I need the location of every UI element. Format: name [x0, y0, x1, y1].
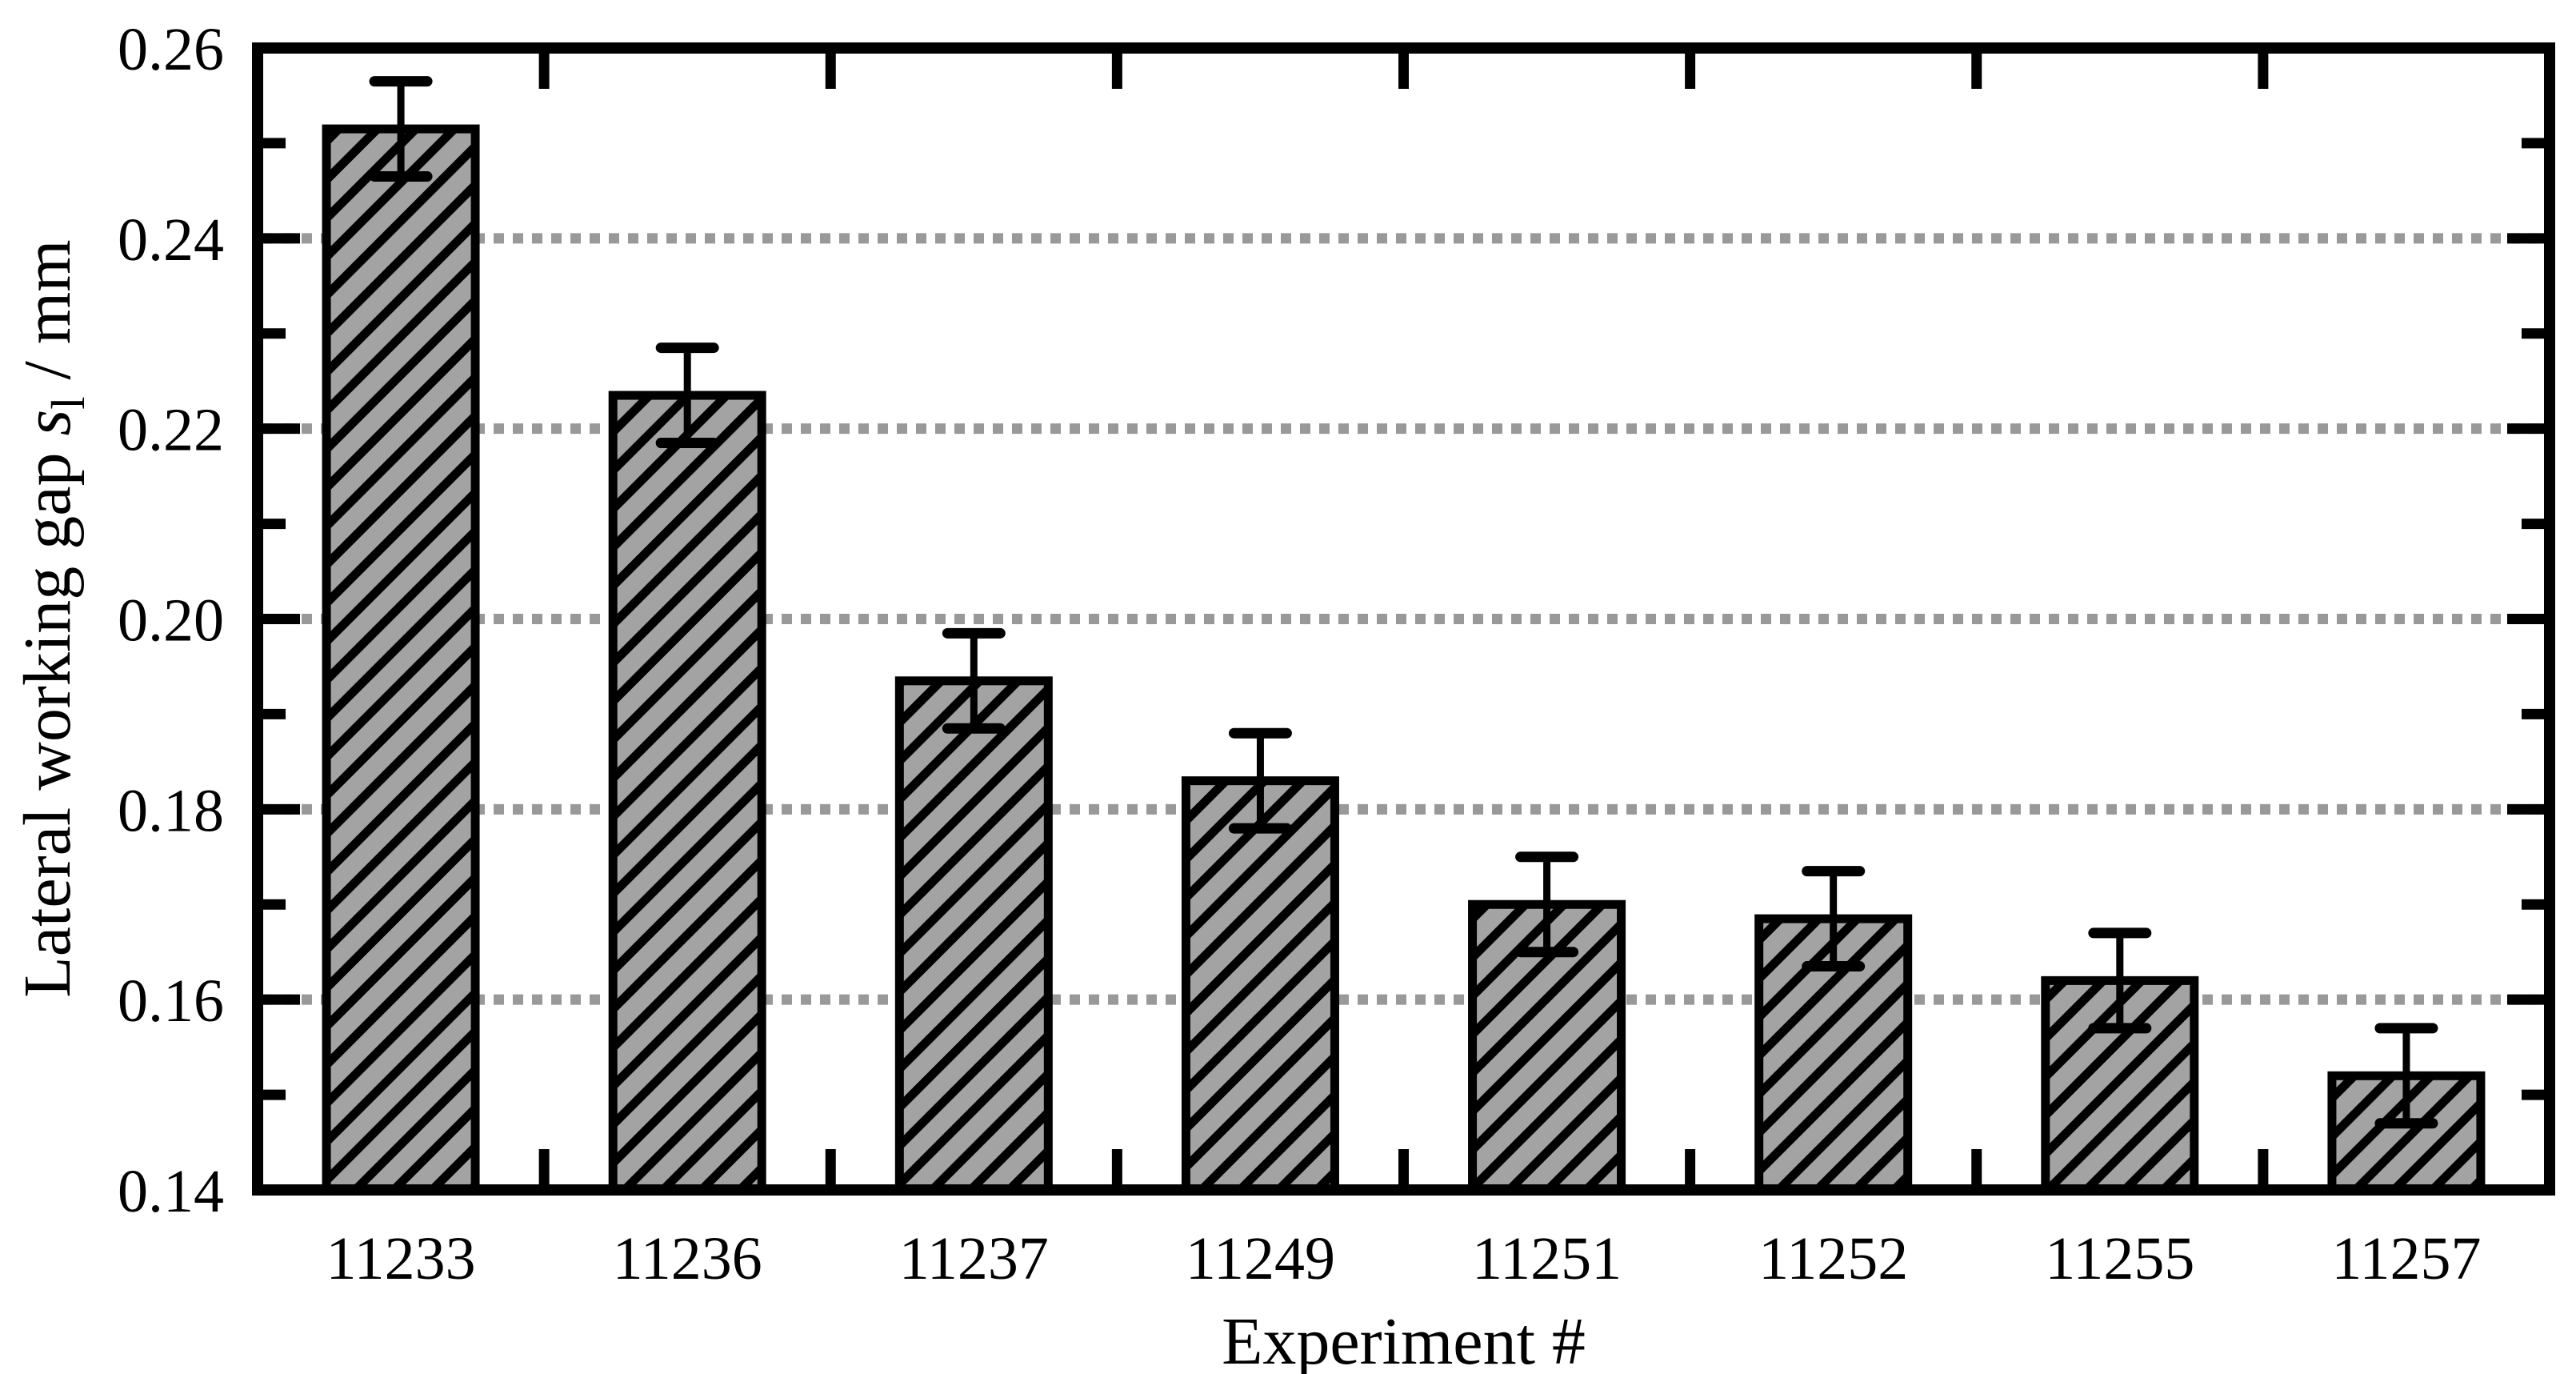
x-tick-label: 11233: [326, 1225, 475, 1292]
plot-frame: [252, 42, 2555, 1196]
x-tick-label: 11257: [2331, 1225, 2481, 1292]
y-axis-symbol: s: [10, 409, 85, 436]
x-tick-label: 11251: [1472, 1225, 1622, 1292]
y-axis-title-text: Lateral working gap: [10, 435, 85, 998]
y-tick-label: 0.14: [118, 1158, 224, 1225]
y-tick-label: 0.16: [118, 967, 224, 1035]
x-axis-title: Experiment #: [258, 1303, 2550, 1374]
x-tick-label: 11236: [613, 1225, 762, 1292]
x-tick-label: 11237: [899, 1225, 1049, 1292]
x-axis-title-text: Experiment #: [1222, 1304, 1586, 1374]
y-axis-title: Lateral working gap sl / mm: [8, 18, 94, 1219]
y-tick-label: 0.20: [118, 587, 224, 655]
bar: [1181, 776, 1339, 1195]
bar: [322, 124, 480, 1195]
bar: [894, 676, 1053, 1195]
y-tick-label: 0.22: [118, 397, 224, 464]
y-tick-label: 0.24: [118, 206, 224, 274]
y-axis-unit: / mm: [10, 239, 85, 397]
x-tick-label: 11249: [1186, 1225, 1335, 1292]
x-tick-label: 11252: [1758, 1225, 1908, 1292]
y-axis-symbol-subscript: l: [42, 396, 94, 410]
y-tick-label: 0.18: [118, 777, 224, 844]
x-tick-label: 11255: [2045, 1225, 2194, 1292]
bar: [608, 391, 766, 1195]
y-tick-label: 0.26: [118, 16, 224, 83]
